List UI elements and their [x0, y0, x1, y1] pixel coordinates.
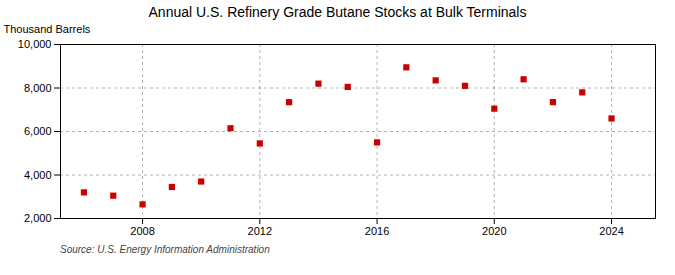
svg-text:10,000: 10,000 [18, 38, 52, 50]
svg-text:Thousand Barrels: Thousand Barrels [4, 23, 91, 35]
svg-text:2016: 2016 [365, 225, 389, 237]
svg-text:2008: 2008 [130, 225, 154, 237]
svg-text:2,000: 2,000 [24, 212, 52, 224]
svg-text:2024: 2024 [599, 225, 623, 237]
svg-text:8,000: 8,000 [24, 82, 52, 94]
svg-text:2012: 2012 [248, 225, 272, 237]
html-text:Source: U.S. Energy Informatio: Source: U.S. Energy Information Administ… [60, 244, 270, 255]
svg-text:6,000: 6,000 [24, 125, 52, 137]
html-text:Annual U.S. Refinery Grade But: Annual U.S. Refinery Grade Butane Stocks… [148, 4, 527, 20]
svg-text:2020: 2020 [482, 225, 506, 237]
svg-text:4,000: 4,000 [24, 169, 52, 181]
